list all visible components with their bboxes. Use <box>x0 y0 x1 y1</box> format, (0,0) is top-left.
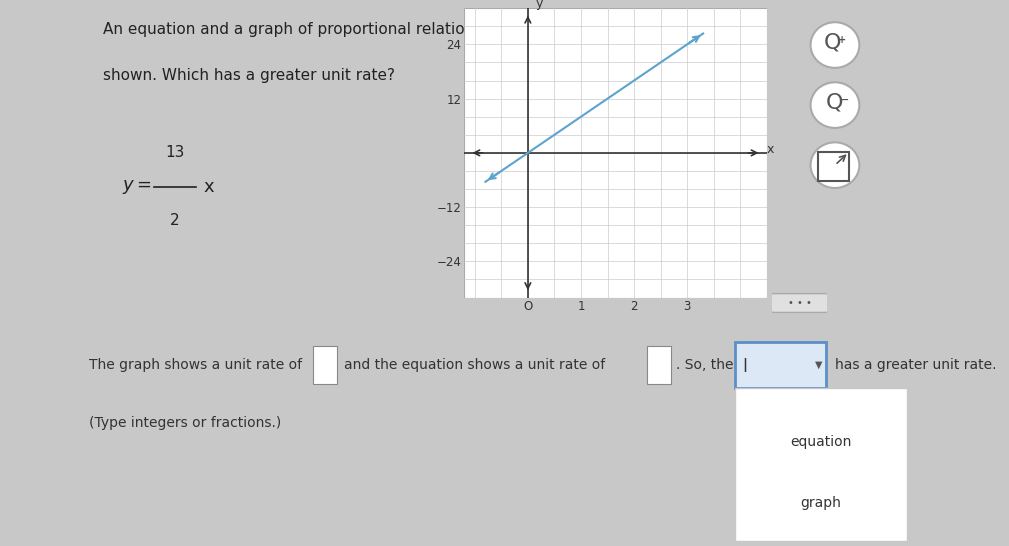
FancyBboxPatch shape <box>770 294 829 312</box>
Text: Q: Q <box>826 92 844 112</box>
FancyBboxPatch shape <box>736 388 907 542</box>
Text: equation: equation <box>790 435 852 449</box>
FancyBboxPatch shape <box>647 346 671 383</box>
Text: x: x <box>203 178 214 195</box>
Text: An equation and a graph of proportional relationships are: An equation and a graph of proportional … <box>103 22 544 37</box>
Circle shape <box>810 143 860 188</box>
Text: shown. Which has a greater unit rate?: shown. Which has a greater unit rate? <box>103 68 396 84</box>
Circle shape <box>810 22 860 68</box>
Text: +: + <box>837 35 846 45</box>
Text: Q: Q <box>823 32 840 52</box>
Text: has a greater unit rate.: has a greater unit rate. <box>835 358 997 372</box>
FancyBboxPatch shape <box>736 342 826 388</box>
Text: graph: graph <box>801 496 842 510</box>
FancyBboxPatch shape <box>313 346 337 383</box>
Text: |: | <box>742 358 747 372</box>
Text: ▼: ▼ <box>814 360 822 370</box>
Text: (Type integers or fractions.): (Type integers or fractions.) <box>89 416 282 430</box>
Text: • • •: • • • <box>788 298 811 308</box>
Text: x: x <box>767 143 774 156</box>
Text: $y=$: $y=$ <box>122 178 152 195</box>
Text: 13: 13 <box>165 145 185 160</box>
Text: y: y <box>536 0 543 10</box>
Text: −: − <box>840 95 849 105</box>
Text: and the equation shows a unit rate of: and the equation shows a unit rate of <box>344 358 605 372</box>
Circle shape <box>810 82 860 128</box>
Text: . So, the: . So, the <box>676 358 734 372</box>
Text: 2: 2 <box>170 213 180 228</box>
Text: The graph shows a unit rate of: The graph shows a unit rate of <box>89 358 302 372</box>
